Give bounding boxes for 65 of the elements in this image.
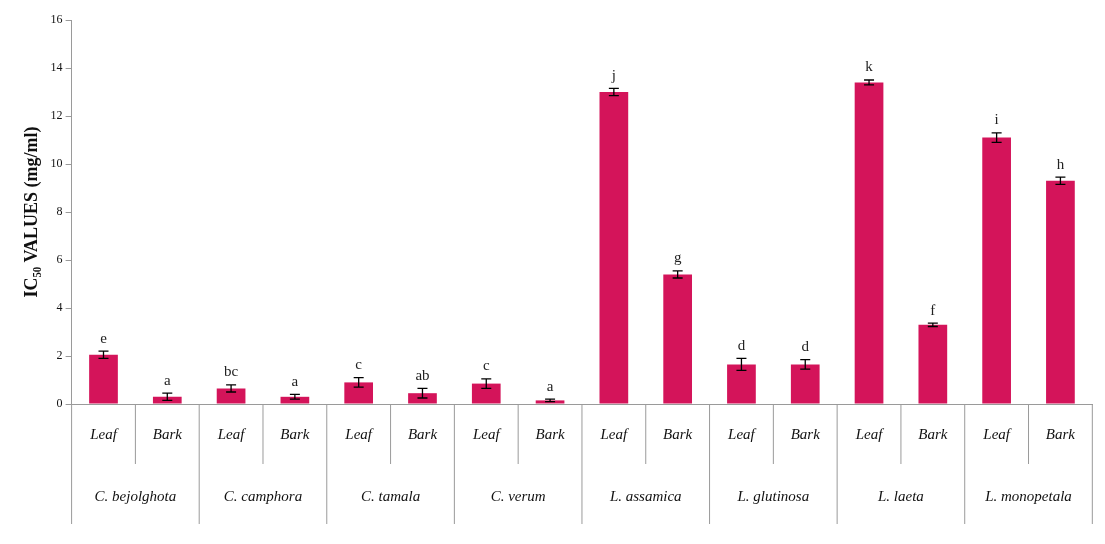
x-tick-label: Bark xyxy=(280,425,310,442)
y-tick-label: 0 xyxy=(56,396,63,411)
x-tick-label: Leaf xyxy=(89,425,119,442)
bar xyxy=(918,324,948,404)
bar xyxy=(790,364,820,404)
data-label: d xyxy=(801,338,810,355)
text: C. tamala xyxy=(360,487,421,504)
data-label: a xyxy=(291,372,299,389)
data-label: i xyxy=(994,111,999,128)
data-label: a xyxy=(546,377,554,394)
bar xyxy=(280,396,310,404)
data-label: d xyxy=(737,336,746,353)
bar xyxy=(216,388,246,404)
bar xyxy=(1046,180,1075,404)
data-label: k xyxy=(865,58,874,75)
x-tick-label: Bark xyxy=(663,425,693,442)
data-label: j xyxy=(610,66,616,83)
bar xyxy=(408,393,437,404)
x-tick-label: Bark xyxy=(535,425,565,442)
bar xyxy=(854,82,884,404)
bar xyxy=(89,354,118,404)
data-label: bc xyxy=(224,363,239,380)
bar xyxy=(663,274,693,404)
bar xyxy=(344,382,374,404)
bar xyxy=(982,137,1011,404)
bar xyxy=(471,383,501,404)
text: C. camphora xyxy=(223,487,303,504)
y-axis-title: IC₅₀ VALUES (mg/ml) xyxy=(21,126,43,298)
text: C. bejolghota xyxy=(94,487,177,504)
x-tick-label: Leaf xyxy=(599,425,630,442)
y-tick-label: 6 xyxy=(56,252,63,267)
x-tick-label: Leaf xyxy=(982,425,1012,442)
y-tick-label: 14 xyxy=(50,60,63,75)
y-tick-label: 10 xyxy=(50,156,63,171)
y-tick-label: 4 xyxy=(56,300,63,315)
data-label: ab xyxy=(415,366,430,383)
data-label: e xyxy=(100,329,108,346)
x-tick-label: Bark xyxy=(918,425,948,442)
x-tick-label: Bark xyxy=(790,425,821,442)
x-tick-label: Leaf xyxy=(471,425,502,442)
data-label: g xyxy=(673,249,682,266)
x-tick-label: Bark xyxy=(1045,425,1076,442)
data-label: c xyxy=(355,356,363,373)
y-tick-label: 2 xyxy=(56,348,63,363)
text: C. verum xyxy=(490,487,546,504)
x-tick-label: Leaf xyxy=(854,425,885,442)
data-label: h xyxy=(1056,155,1065,172)
bar xyxy=(152,396,182,404)
text: L. glutinosa xyxy=(736,487,810,504)
data-label: a xyxy=(163,371,171,388)
bar xyxy=(599,92,629,404)
x-tick-label: Bark xyxy=(152,425,183,442)
y-tick-label: 16 xyxy=(50,12,63,27)
y-tick-label: 12 xyxy=(50,108,63,123)
data-label: f xyxy=(930,301,936,318)
bar xyxy=(727,364,756,404)
text: L. assamica xyxy=(608,487,682,504)
x-tick-label: Leaf xyxy=(344,425,374,442)
text: L. monopetala xyxy=(984,487,1072,504)
x-tick-label: Bark xyxy=(407,425,438,442)
y-tick-label: 8 xyxy=(56,204,63,219)
text: L. laeta xyxy=(877,487,924,504)
data-label: c xyxy=(482,357,490,374)
x-tick-label: Leaf xyxy=(216,425,247,442)
x-tick-label: Leaf xyxy=(727,425,757,442)
